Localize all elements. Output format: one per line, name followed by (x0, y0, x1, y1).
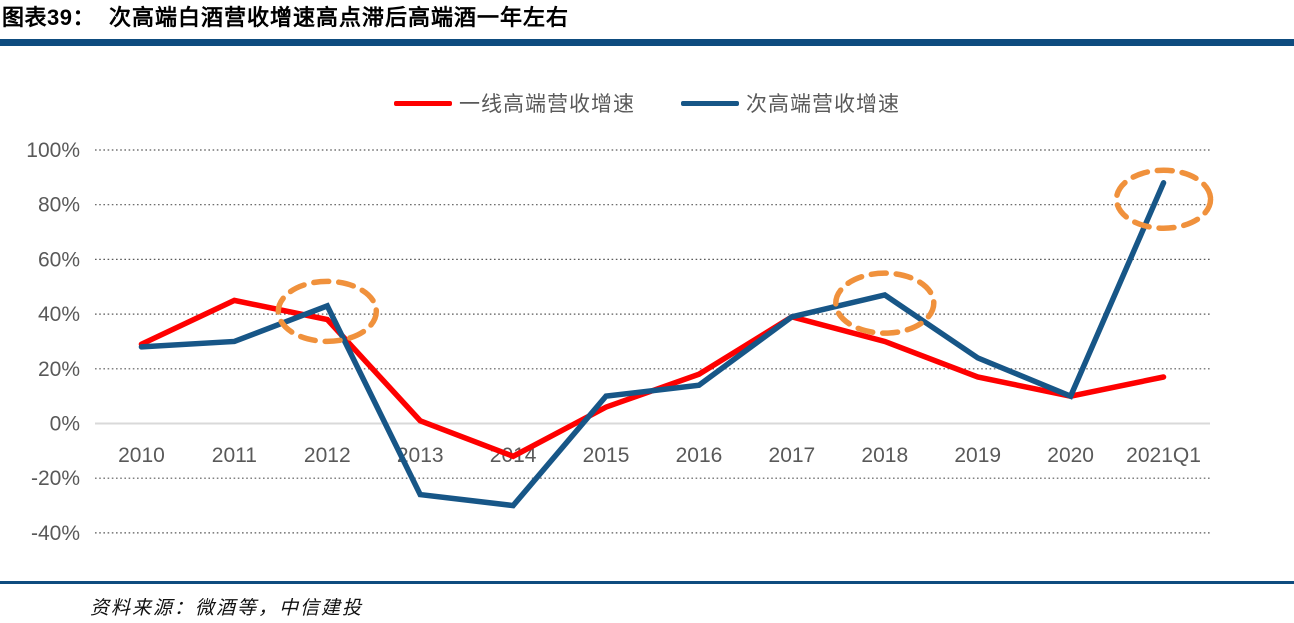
x-tick-label: 2019 (954, 444, 1001, 467)
y-tick-label: 60% (38, 248, 80, 271)
y-tick-label: -40% (31, 522, 80, 545)
series-line-0 (138, 297, 1167, 460)
x-tick-label: 2016 (676, 444, 723, 467)
x-tick-label: 2021Q1 (1126, 444, 1201, 467)
x-tick-label: 2015 (583, 444, 630, 467)
y-tick-label: 80% (38, 194, 80, 217)
highlight-ellipse-2012 (275, 278, 380, 345)
chart-legend: 一线高端营收增速 次高端营收增速 (0, 88, 1294, 118)
legend-item-sub-high-end: 次高端营收增速 (681, 88, 900, 118)
highlight-ellipse-2018 (833, 270, 937, 336)
y-tick-label: 100% (26, 139, 80, 162)
y-tick-label: -20% (31, 467, 80, 490)
x-tick-label: 2013 (397, 444, 444, 467)
header-divider-rule (0, 39, 1294, 46)
figure-number-label: 图表39： (2, 5, 95, 30)
legend-label-first-tier: 一线高端营收增速 (459, 93, 635, 116)
x-tick-label: 2010 (118, 444, 165, 467)
legend-item-first-tier: 一线高端营收增速 (394, 88, 635, 118)
y-tick-label: 40% (38, 303, 80, 326)
footer-divider-rule (0, 581, 1294, 584)
x-tick-label: 2012 (304, 444, 351, 467)
x-tick-label: 2017 (769, 444, 816, 467)
figure-header: 图表39： 次高端白酒营收增速高点滞后高端酒一年左右 (2, 3, 569, 33)
x-tick-label: 2011 (212, 444, 257, 467)
y-tick-label: 0% (50, 413, 80, 436)
legend-label-sub-high-end: 次高端营收增速 (746, 93, 900, 116)
legend-line-swatch-red (394, 100, 452, 106)
x-tick-label: 2018 (861, 444, 908, 467)
source-note: 资料来源：微酒等，中信建投 (90, 597, 364, 619)
legend-line-swatch-blue (681, 100, 739, 106)
figure-title: 次高端白酒营收增速高点滞后高端酒一年左右 (108, 5, 569, 30)
x-tick-label: 2020 (1047, 444, 1094, 467)
highlight-ellipse-2021Q1 (1113, 167, 1214, 231)
series-line-1 (138, 180, 1167, 509)
y-tick-label: 20% (38, 358, 80, 381)
